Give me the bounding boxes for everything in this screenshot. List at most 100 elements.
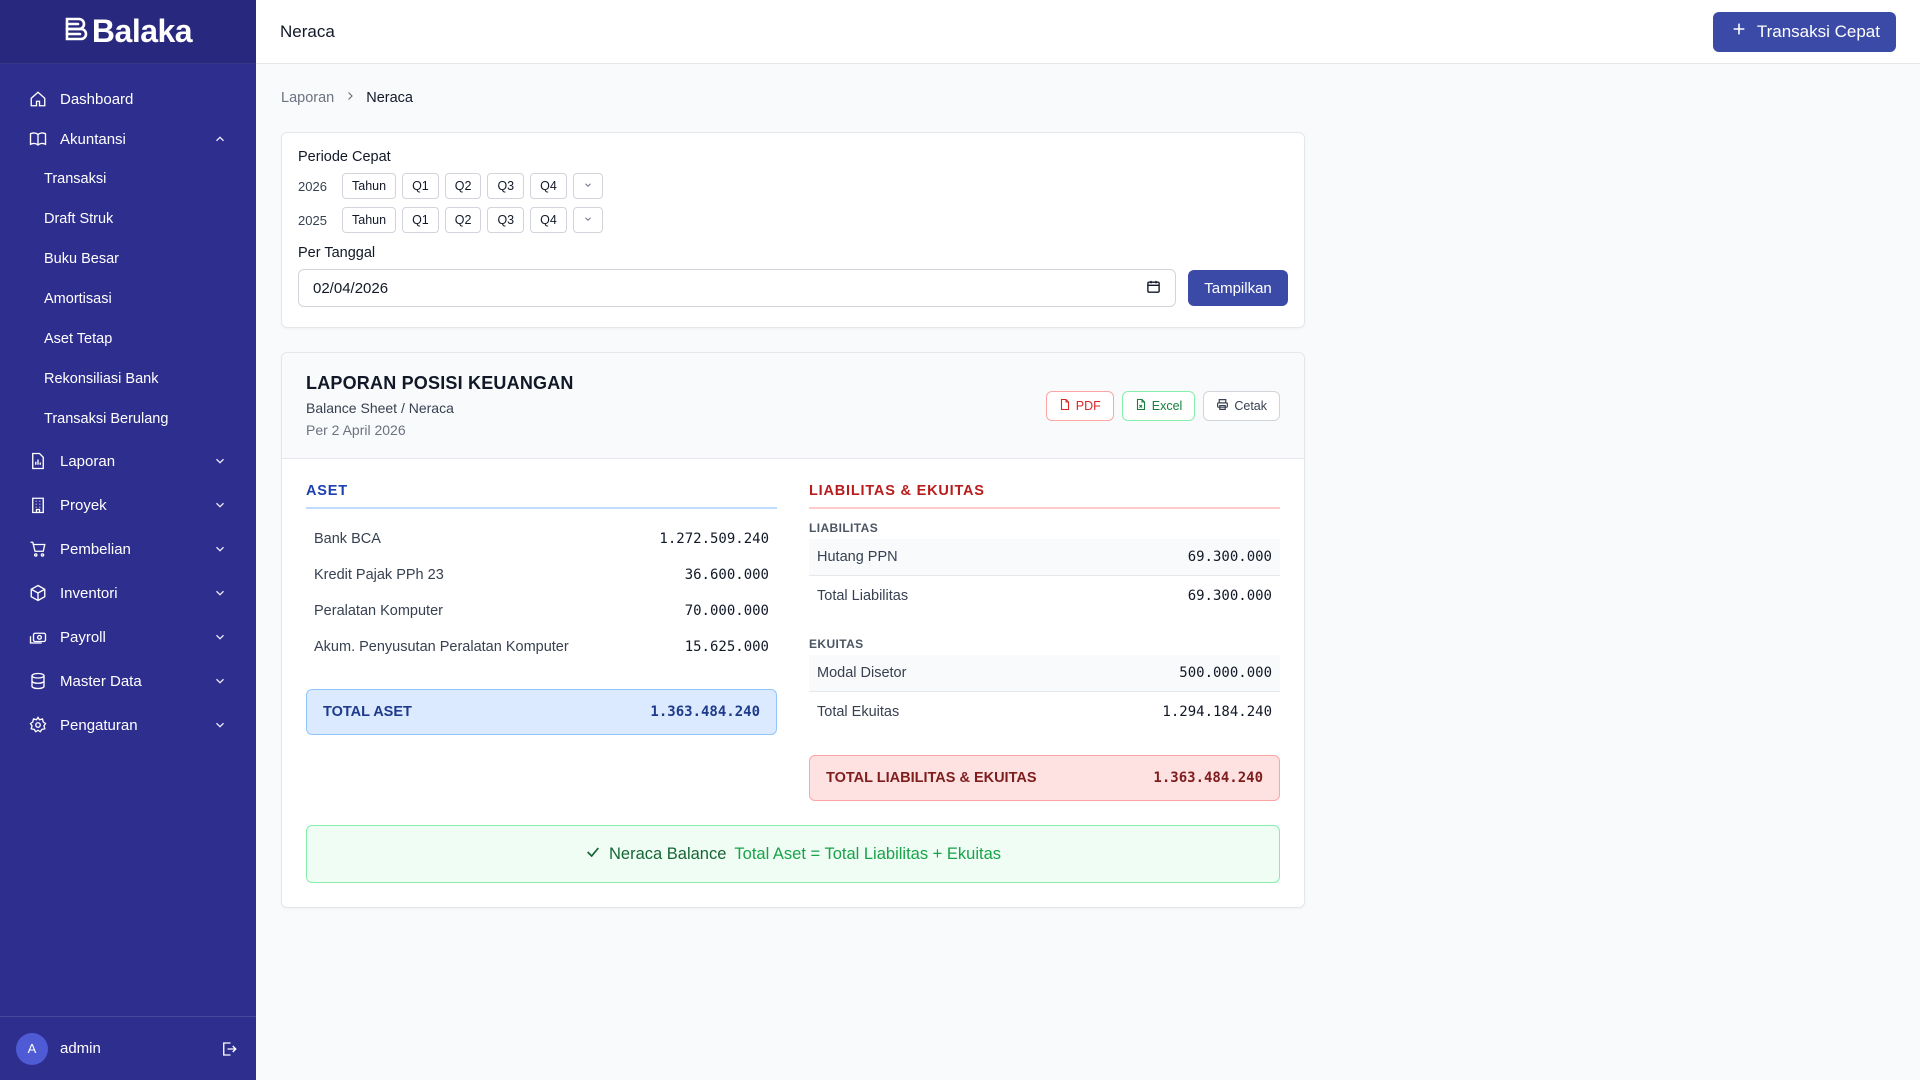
period-more-dropdown[interactable] xyxy=(572,173,603,199)
date-field[interactable]: 02/04/2026 xyxy=(298,269,1176,307)
sidebar-subitem-aset-tetap[interactable]: Aset Tetap xyxy=(44,331,113,347)
breadcrumb-parent[interactable]: Laporan xyxy=(281,90,335,106)
document-icon xyxy=(1059,398,1071,414)
check-icon xyxy=(585,844,601,865)
account-name: Modal Disetor xyxy=(817,665,907,681)
sidebar-item-akuntansi[interactable]: Akuntansi xyxy=(0,119,256,159)
payroll-icon xyxy=(28,627,48,647)
sidebar-item-label: Laporan xyxy=(60,452,116,470)
export-excel-button[interactable]: Excel xyxy=(1121,390,1196,421)
quick-transaction-label: Transaksi Cepat xyxy=(1756,21,1880,41)
user-name: admin xyxy=(60,1040,101,1057)
account-amount: 1.272.509.240 xyxy=(659,531,769,547)
export-pdf-button[interactable]: PDF xyxy=(1045,390,1114,421)
print-button[interactable]: Cetak xyxy=(1203,390,1280,421)
period-q2-button[interactable]: Q2 xyxy=(444,173,482,199)
brand[interactable]: Balaka xyxy=(0,0,256,64)
period-q1-button[interactable]: Q1 xyxy=(402,173,439,199)
aset-line: Bank BCA 1.272.509.240 xyxy=(306,521,777,557)
spreadsheet-icon xyxy=(1135,398,1147,414)
quick-period-row-2026: 2026 Tahun Q1 Q2 Q3 Q4 xyxy=(298,173,1288,199)
chevron-up-icon xyxy=(212,131,228,147)
sidebar-subitem-transaksi-berulang[interactable]: Transaksi Berulang xyxy=(44,411,169,427)
date-value: 02/04/2026 xyxy=(313,279,389,297)
period-q3-button[interactable]: Q3 xyxy=(487,207,525,233)
sidebar-item-label: Akuntansi xyxy=(60,130,126,148)
report-icon xyxy=(28,451,48,471)
total-liabilitas-ekuitas-amount: 1.363.484.240 xyxy=(1153,770,1263,786)
chevron-down-icon xyxy=(212,453,228,469)
period-q3-button[interactable]: Q3 xyxy=(487,173,525,199)
box-icon xyxy=(28,583,48,603)
total-liabilitas-ekuitas-box: TOTAL LIABILITAS & EKUITAS 1.363.484.240 xyxy=(809,755,1280,801)
aset-line: Kredit Pajak PPh 23 36.600.000 xyxy=(306,557,777,593)
sidebar: Balaka Dashboard Akuntansi Transaksi Dra… xyxy=(0,0,256,1080)
sidebar-subitem-transaksi[interactable]: Transaksi xyxy=(44,171,107,187)
sidebar-item-proyek[interactable]: Proyek xyxy=(0,483,256,527)
report-header: LAPORAN POSISI KEUANGAN Balance Sheet / … xyxy=(282,353,1304,459)
account-amount: 500.000.000 xyxy=(1179,665,1272,681)
account-amount: 69.300.000 xyxy=(1187,549,1272,565)
brand-name: Balaka xyxy=(91,13,193,49)
chevron-down-icon xyxy=(212,541,228,557)
aset-line: Peralatan Komputer 70.000.000 xyxy=(306,593,777,629)
period-q1-button[interactable]: Q1 xyxy=(402,207,439,233)
ekuitas-group-label: EKUITAS xyxy=(809,637,864,651)
total-aset-label: TOTAL ASET xyxy=(323,704,412,720)
period-year-button[interactable]: Tahun xyxy=(342,207,397,233)
breadcrumb: Laporan Neraca xyxy=(281,64,1305,132)
sidebar-subitem-amortisasi[interactable]: Amortisasi xyxy=(44,291,112,307)
breadcrumb-current: Neraca xyxy=(366,90,413,106)
sidebar-subitem-rekonsiliasi-bank[interactable]: Rekonsiliasi Bank xyxy=(44,371,159,387)
export-pdf-label: PDF xyxy=(1075,398,1101,413)
chevron-down-icon xyxy=(212,585,228,601)
period-year: 2026 xyxy=(298,178,327,194)
report-subtitle: Balance Sheet / Neraca xyxy=(306,400,454,416)
export-excel-label: Excel xyxy=(1151,398,1183,413)
database-icon xyxy=(28,671,48,691)
sidebar-item-pembelian[interactable]: Pembelian xyxy=(0,527,256,571)
chevron-down-icon xyxy=(583,179,593,193)
aset-heading: ASET xyxy=(306,483,777,509)
total-liabilitas-amount: 69.300.000 xyxy=(1187,587,1272,604)
sidebar-item-master-data[interactable]: Master Data xyxy=(0,659,256,703)
sidebar-subitem-draft-struk[interactable]: Draft Struk xyxy=(44,211,114,227)
chevron-down-icon xyxy=(583,213,593,227)
total-liabilitas-line: Total Liabilitas 69.300.000 xyxy=(809,575,1280,615)
account-amount: 15.625.000 xyxy=(684,639,769,655)
quick-transaction-button[interactable]: Transaksi Cepat xyxy=(1712,11,1896,52)
period-label: Periode Cepat xyxy=(298,149,391,165)
period-year-button[interactable]: Tahun xyxy=(342,173,397,199)
sidebar-item-dashboard[interactable]: Dashboard xyxy=(0,79,256,119)
liabilitas-ekuitas-heading: LIABILITAS & EKUITAS xyxy=(809,483,1280,509)
sidebar-item-laporan[interactable]: Laporan xyxy=(0,439,256,483)
total-aset-box: TOTAL ASET 1.363.484.240 xyxy=(306,689,777,735)
show-button[interactable]: Tampilkan xyxy=(1188,270,1288,306)
sidebar-item-payroll[interactable]: Payroll xyxy=(0,615,256,659)
balance-status: Neraca Balance xyxy=(608,844,727,863)
logout-icon[interactable] xyxy=(218,1038,240,1060)
chevron-right-icon xyxy=(344,90,356,106)
period-q2-button[interactable]: Q2 xyxy=(444,207,482,233)
plus-icon xyxy=(1731,21,1747,42)
account-name: Akum. Penyusutan Peralatan Komputer xyxy=(314,639,569,655)
sidebar-item-inventori[interactable]: Inventori xyxy=(0,571,256,615)
sidebar-item-pengaturan[interactable]: Pengaturan xyxy=(0,703,256,747)
calendar-icon[interactable] xyxy=(1146,279,1161,298)
period-more-dropdown[interactable] xyxy=(572,207,603,233)
sidebar-nav: Dashboard Akuntansi Transaksi Draft Stru… xyxy=(0,64,256,747)
book-icon xyxy=(28,129,48,149)
date-row: 02/04/2026 Tampilkan xyxy=(298,269,1288,307)
period-q4-button[interactable]: Q4 xyxy=(530,207,567,233)
sidebar-item-label: Pengaturan xyxy=(60,716,138,734)
period-q4-button[interactable]: Q4 xyxy=(530,173,567,199)
cart-icon xyxy=(28,539,48,559)
avatar[interactable]: A xyxy=(16,1032,48,1065)
total-ekuitas-amount: 1.294.184.240 xyxy=(1162,703,1272,720)
export-buttons: PDF Excel Cetak xyxy=(1045,390,1280,421)
total-ekuitas-line: Total Ekuitas 1.294.184.240 xyxy=(809,691,1280,731)
total-aset-amount: 1.363.484.240 xyxy=(650,704,760,720)
total-liabilitas-label: Total Liabilitas xyxy=(817,587,909,604)
sidebar-subitem-buku-besar[interactable]: Buku Besar xyxy=(44,251,119,267)
period-year: 2025 xyxy=(298,212,327,228)
